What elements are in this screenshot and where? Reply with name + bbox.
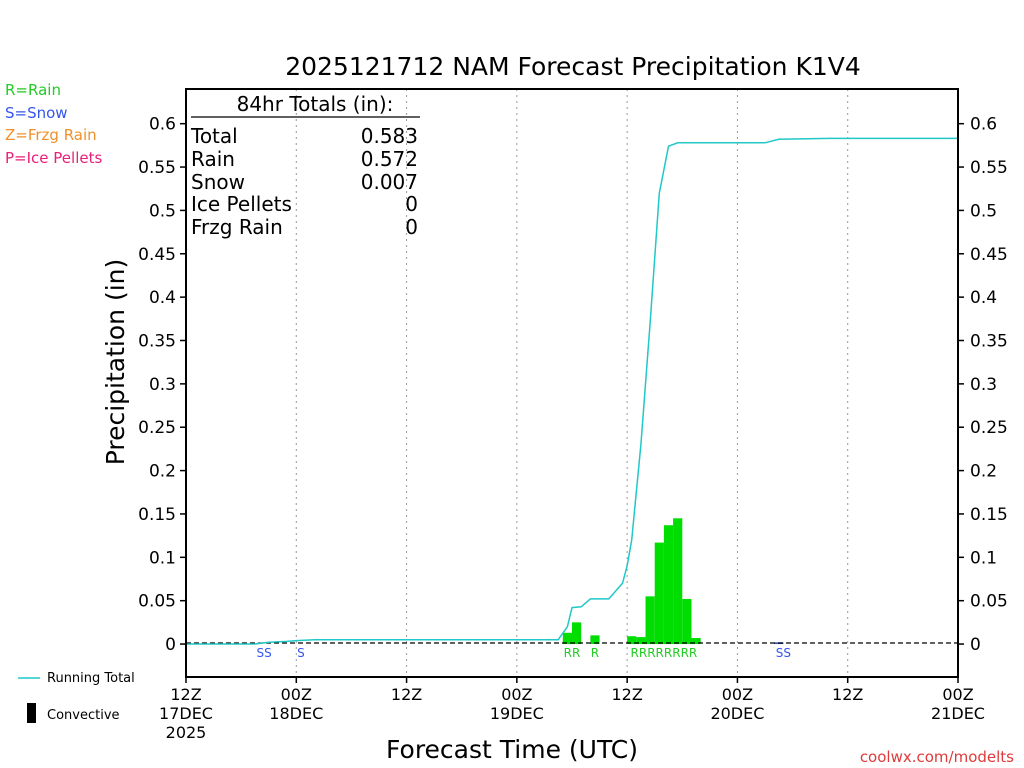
y-tick-label-left: 0.3 bbox=[149, 375, 176, 395]
ptype-labels: SS S RR R RRRRRRRR SS bbox=[257, 646, 791, 660]
x-tick-label: 17DEC bbox=[159, 704, 213, 723]
x-tick-label: 12Z bbox=[170, 685, 201, 704]
legend-running-total: Running Total bbox=[47, 671, 135, 686]
y-tick-label-right: 0.4 bbox=[970, 288, 997, 308]
legend-frzg-rain: Z=Frzg Rain bbox=[5, 126, 97, 144]
x-tick-label: 12Z bbox=[391, 685, 422, 704]
precip-bar bbox=[663, 525, 674, 645]
precip-bars bbox=[562, 518, 784, 645]
y-tick-label-right: 0.25 bbox=[970, 418, 1008, 438]
y-tick-label-left: 0.55 bbox=[138, 158, 176, 178]
totals-value-snow: 0.007 bbox=[361, 170, 418, 194]
ptype-label: RR bbox=[564, 646, 581, 660]
totals-box: 84hr Totals (in): Total 0.583 Rain 0.572… bbox=[190, 92, 420, 239]
precip-bar bbox=[590, 635, 600, 645]
x-tick-label: 21DEC bbox=[931, 704, 985, 723]
legend-convective-swatch bbox=[27, 703, 36, 723]
y-tick-label-left: 0.4 bbox=[149, 288, 176, 308]
y-tick-label-left: 0.6 bbox=[149, 115, 176, 135]
totals-value-rain: 0.572 bbox=[361, 147, 418, 171]
precip-bar bbox=[691, 637, 701, 645]
totals-label-ice-pellets: Ice Pellets bbox=[191, 192, 292, 216]
totals-value-frzg-rain: 0 bbox=[405, 215, 418, 239]
x-tick-label: 19DEC bbox=[490, 704, 544, 723]
precip-bar bbox=[636, 637, 646, 645]
y-tick-label-left: 0.2 bbox=[149, 462, 176, 482]
credit-text: coolwx.com/modelts bbox=[860, 748, 1014, 766]
y-tick-label-left: 0.35 bbox=[138, 332, 176, 352]
y-tick-label-right: 0.35 bbox=[970, 332, 1008, 352]
y-tick-label-right: 0.6 bbox=[970, 115, 997, 135]
bottom-legend: Running Total Convective bbox=[18, 671, 135, 723]
totals-label-total: Total bbox=[190, 124, 238, 148]
x-tick-label: 00Z bbox=[281, 685, 312, 704]
x-tick-label: 20DEC bbox=[710, 704, 764, 723]
ptype-label: R bbox=[591, 646, 599, 660]
legend-rain: R=Rain bbox=[5, 81, 61, 99]
totals-value-total: 0.583 bbox=[361, 124, 418, 148]
x-tick-label: 2025 bbox=[166, 723, 207, 742]
precip-bar bbox=[562, 632, 572, 645]
legend-convective: Convective bbox=[47, 708, 120, 723]
precip-bar bbox=[572, 622, 582, 645]
precip-bar bbox=[654, 542, 664, 645]
y-tick-label-left: 0.5 bbox=[149, 201, 176, 221]
ptype-label: RRRRRRRR bbox=[631, 646, 698, 660]
ptype-label: SS bbox=[776, 646, 791, 660]
y-axis-label: Precipitation (in) bbox=[101, 259, 130, 466]
left-legend: R=Rain S=Snow Z=Frzg Rain P=Ice Pellets bbox=[5, 81, 102, 167]
x-tick-label: 00Z bbox=[722, 685, 753, 704]
legend-snow: S=Snow bbox=[5, 104, 68, 122]
y-axis-ticks: 0 00.05 0.050.1 0.10.15 0.150.2 0.20.25 0.250.… bbox=[138, 115, 1008, 655]
x-tick-label: 18DEC bbox=[269, 704, 323, 723]
y-tick-label-right: 0.15 bbox=[970, 505, 1008, 525]
y-tick-label-right: 0.45 bbox=[970, 245, 1008, 265]
totals-label-rain: Rain bbox=[191, 147, 235, 171]
running-total-line bbox=[186, 137, 958, 645]
y-tick-label-left: 0.15 bbox=[138, 505, 176, 525]
x-tick-label: 00Z bbox=[942, 685, 973, 704]
precip-bar bbox=[627, 636, 637, 645]
x-tick-label: 12Z bbox=[611, 685, 642, 704]
y-tick-label-left: 0.1 bbox=[149, 548, 176, 568]
y-tick-label-left: 0.25 bbox=[138, 418, 176, 438]
x-tick-label: 12Z bbox=[832, 685, 863, 704]
y-tick-label-right: 0.5 bbox=[970, 201, 997, 221]
chart-title: 2025121712 NAM Forecast Precipitation K1… bbox=[285, 52, 861, 81]
plot-frame bbox=[185, 88, 959, 678]
x-axis-label: Forecast Time (UTC) bbox=[386, 735, 638, 764]
y-tick-label-right: 0 bbox=[970, 635, 981, 655]
y-tick-label-right: 0.2 bbox=[970, 462, 997, 482]
y-tick-label-left: 0.05 bbox=[138, 592, 176, 612]
ptype-label: S bbox=[297, 646, 305, 660]
y-tick-label-left: 0.45 bbox=[138, 245, 176, 265]
totals-label-snow: Snow bbox=[191, 170, 245, 194]
y-tick-label-left: 0 bbox=[165, 635, 176, 655]
grid-lines bbox=[295, 89, 849, 677]
ptype-label: SS bbox=[257, 646, 272, 660]
x-tick-label: 00Z bbox=[501, 685, 532, 704]
totals-header: 84hr Totals (in): bbox=[237, 92, 394, 116]
precip-bar bbox=[645, 596, 655, 645]
y-tick-label-right: 0.3 bbox=[970, 375, 997, 395]
legend-ice-pellets: P=Ice Pellets bbox=[5, 149, 102, 167]
y-tick-label-right: 0.55 bbox=[970, 158, 1008, 178]
totals-label-frzg-rain: Frzg Rain bbox=[191, 215, 283, 239]
y-tick-label-right: 0.1 bbox=[970, 548, 997, 568]
y-tick-label-right: 0.05 bbox=[970, 592, 1008, 612]
precip-bar bbox=[673, 518, 683, 645]
precip-bar bbox=[682, 598, 692, 645]
totals-value-ice-pellets: 0 bbox=[405, 192, 418, 216]
